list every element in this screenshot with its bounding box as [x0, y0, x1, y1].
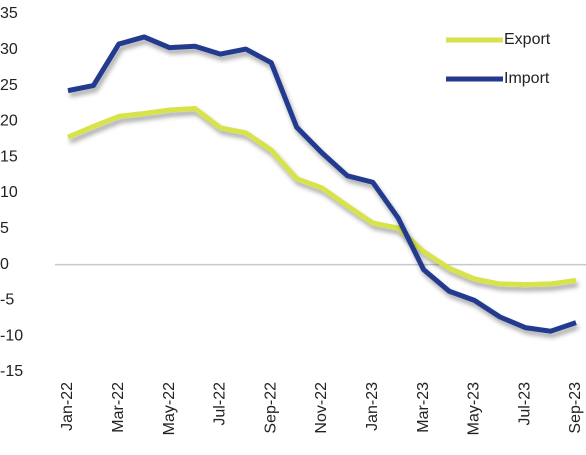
x-tick-label: Mar-22 — [110, 382, 127, 433]
y-tick-label: 10 — [0, 184, 18, 201]
x-tick-label: May-22 — [161, 382, 178, 435]
x-tick-label: Jan-22 — [59, 382, 76, 431]
legend-label: Export — [504, 31, 551, 48]
y-tick-label: 30 — [0, 41, 18, 58]
y-tick-label: 25 — [0, 77, 18, 94]
x-tick-label: Jul-22 — [212, 382, 229, 426]
line-series — [67, 106, 577, 288]
line-series — [67, 34, 577, 334]
x-tick-label: Jul-23 — [516, 382, 533, 426]
x-tick-label: Mar-23 — [415, 382, 432, 433]
legend-label: Import — [504, 70, 550, 87]
x-tick-label: Jan-23 — [364, 382, 381, 431]
x-tick-label: Nov-22 — [313, 382, 330, 434]
y-tick-label: -10 — [0, 327, 23, 344]
y-tick-label: 15 — [0, 148, 18, 165]
y-tick-label: 20 — [0, 113, 18, 130]
x-tick-label: Sep-23 — [567, 382, 584, 434]
y-tick-label: 0 — [0, 256, 9, 273]
x-tick-label: Sep-22 — [262, 382, 279, 434]
y-tick-label: -15 — [0, 363, 23, 380]
y-tick-label: -5 — [0, 292, 14, 309]
y-tick-label: 35 — [0, 5, 18, 22]
y-tick-label: 5 — [0, 220, 9, 237]
x-tick-label: May-23 — [466, 382, 483, 435]
